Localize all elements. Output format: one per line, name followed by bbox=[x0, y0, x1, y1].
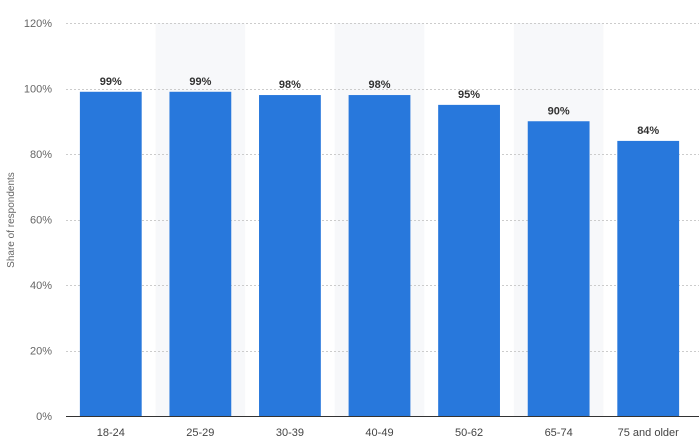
y-tick-label: 80% bbox=[30, 149, 52, 161]
bar bbox=[617, 140, 680, 416]
x-tick-label: 18-24 bbox=[97, 427, 125, 439]
bar-value-label: 99% bbox=[100, 76, 122, 88]
y-tick-label: 60% bbox=[30, 215, 52, 227]
bar bbox=[79, 91, 142, 417]
bar bbox=[438, 104, 500, 416]
bar-value-label: 84% bbox=[637, 125, 659, 137]
bar bbox=[348, 95, 411, 417]
y-axis-title: Share of respondents bbox=[6, 172, 17, 268]
bar-value-label: 90% bbox=[548, 105, 570, 117]
bar bbox=[169, 91, 232, 417]
bar-value-label: 98% bbox=[279, 79, 301, 91]
data-labels: 99% 99% 98% 98% 95% 90% 84% bbox=[100, 76, 660, 137]
y-tick-label: 100% bbox=[24, 84, 52, 96]
bar-value-label: 98% bbox=[368, 79, 390, 91]
y-tick-label: 40% bbox=[30, 280, 52, 292]
bar-value-label: 95% bbox=[458, 89, 480, 101]
bar bbox=[527, 121, 590, 416]
x-tick-label: 40-49 bbox=[365, 427, 393, 439]
bar-value-label: 99% bbox=[189, 76, 211, 88]
x-tick-label: 25-29 bbox=[186, 427, 214, 439]
x-tick-label: 75 and older bbox=[618, 427, 679, 439]
x-tick-label: 30-39 bbox=[276, 427, 304, 439]
x-tick-label: 50-62 bbox=[455, 427, 483, 439]
bars bbox=[79, 91, 680, 417]
y-axis-ticks: 0% 20% 40% 60% 80% 100% 120% bbox=[24, 18, 52, 423]
y-tick-label: 0% bbox=[36, 411, 52, 423]
x-tick-label: 65-74 bbox=[545, 427, 573, 439]
y-tick-label: 20% bbox=[30, 346, 52, 358]
x-axis-ticks: 18-24 25-29 30-39 40-49 50-62 65-74 75 and old… bbox=[97, 427, 679, 439]
bar bbox=[259, 95, 321, 417]
y-tick-label: 120% bbox=[24, 18, 52, 30]
